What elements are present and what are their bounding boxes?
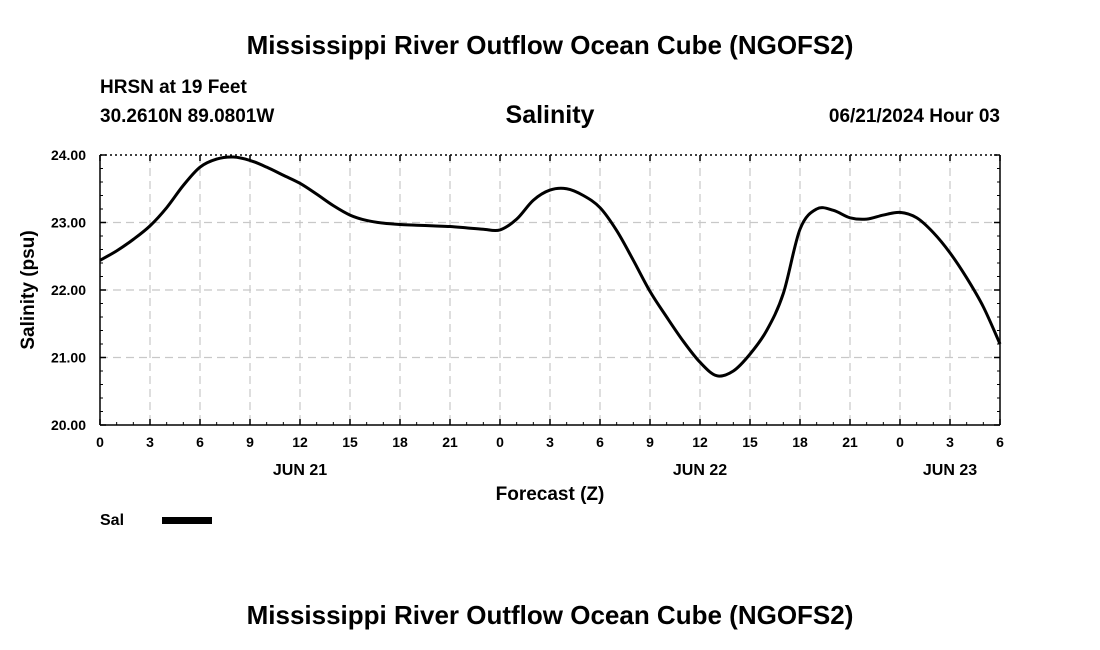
x-tick-label: 0 (496, 434, 504, 450)
y-tick-label: 21.00 (51, 350, 86, 366)
date-label: JUN 23 (923, 462, 977, 479)
series-line-sal (99, 155, 1002, 378)
x-tick-label: 21 (842, 434, 858, 450)
x-tick-label: 0 (96, 434, 104, 450)
variable-title: Salinity (505, 101, 595, 129)
y-tick-label: 22.00 (51, 282, 86, 298)
forecast-datetime: 06/21/2024 Hour 03 (828, 106, 1000, 127)
x-tick-label: 15 (342, 434, 358, 450)
legend-swatch (162, 517, 212, 524)
y-axis-label: Salinity (psu) (18, 230, 39, 349)
date-label: JUN 21 (273, 462, 327, 479)
y-tick-label: 24.00 (51, 147, 86, 163)
page-title-top: Mississippi River Outflow Ocean Cube (NG… (246, 30, 854, 60)
x-tick-label: 3 (946, 434, 954, 450)
y-tick-label: 20.00 (51, 417, 86, 433)
x-tick-label: 0 (896, 434, 904, 450)
x-tick-label: 21 (442, 434, 458, 450)
y-tick-label: 23.00 (51, 215, 86, 231)
x-tick-label: 12 (692, 434, 708, 450)
coordinates-label: 30.2610N 89.0801W (100, 106, 275, 127)
page-title-bottom: Mississippi River Outflow Ocean Cube (NG… (246, 600, 854, 630)
x-tick-label: 9 (246, 434, 254, 450)
grid-lines (100, 154, 1000, 425)
station-label: HRSN at 19 Feet (100, 77, 247, 98)
x-tick-label: 6 (196, 434, 204, 450)
x-tick-label: 12 (292, 434, 308, 450)
date-label: JUN 22 (673, 462, 727, 479)
x-tick-label: 3 (546, 434, 554, 450)
x-tick-label: 6 (596, 434, 604, 450)
x-tick-label: 18 (392, 434, 408, 450)
x-axis-label: Forecast (Z) (496, 484, 605, 505)
axis-ticks: 0 3 6 9 12 15 18 21 0 3 6 9 12 15 18 21 0 3 6 20.00 21.00 22.… (51, 147, 1004, 479)
x-tick-label: 9 (646, 434, 654, 450)
x-tick-label: 18 (792, 434, 808, 450)
x-tick-label: 15 (742, 434, 758, 450)
x-tick-label: 6 (996, 434, 1004, 450)
x-tick-label: 3 (146, 434, 154, 450)
legend-label: Sal (100, 512, 124, 529)
